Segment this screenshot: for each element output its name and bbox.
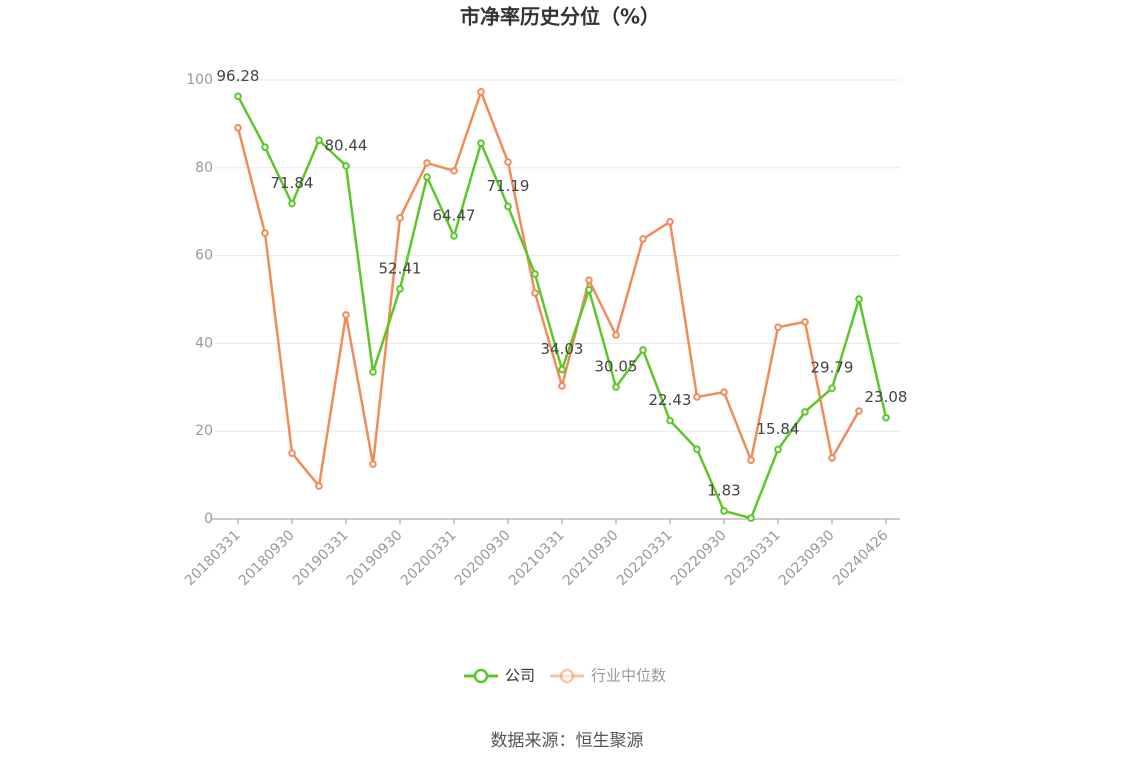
x-tick-label: 20220930 [668, 527, 730, 589]
point [477, 139, 485, 148]
x-tick-label: 20230930 [776, 527, 838, 589]
x-tick-label: 20200930 [452, 527, 514, 589]
point [396, 214, 404, 222]
y-tick-label: 0 [204, 511, 213, 527]
y-tick-label: 40 [195, 335, 213, 351]
point [504, 158, 512, 166]
point [234, 124, 242, 132]
point [585, 286, 593, 294]
data-label: 30.05 [595, 358, 638, 376]
source-note: 数据来源：恒生聚源 [491, 731, 644, 751]
point [315, 482, 323, 490]
point [639, 346, 647, 354]
point [720, 507, 728, 515]
data-label: 22.43 [649, 391, 692, 409]
point [450, 167, 458, 175]
point [747, 514, 755, 522]
point [774, 445, 782, 454]
point [369, 368, 377, 376]
point [450, 232, 458, 240]
chart-title: 市净率历史分位（%） [460, 5, 660, 29]
point [801, 318, 809, 326]
legend-item[interactable]: 行业中位数 [550, 667, 666, 685]
x-tick-label: 20180331 [182, 527, 244, 589]
data-label: 71.19 [487, 177, 530, 195]
legend-marker [473, 668, 489, 684]
point [828, 454, 836, 462]
point [477, 88, 485, 96]
point [801, 408, 809, 416]
point [531, 289, 539, 297]
x-tick-label: 20190930 [344, 527, 406, 589]
point [612, 331, 620, 339]
point [342, 162, 350, 170]
point [261, 229, 269, 238]
y-tick-label: 80 [195, 160, 213, 176]
point [288, 449, 296, 457]
point [855, 407, 863, 415]
series-line [236, 95, 888, 520]
x-tick-label: 20240426 [830, 527, 892, 589]
legend-marker [559, 668, 575, 684]
point [342, 311, 350, 319]
point [693, 393, 701, 401]
point [531, 270, 539, 278]
legend-label: 公司 [505, 667, 535, 685]
x-tick-label: 20190331 [290, 527, 352, 589]
data-label: 15.84 [757, 420, 800, 438]
data-label: 96.28 [217, 67, 260, 85]
point [882, 413, 890, 422]
data-label: 34.03 [541, 340, 584, 358]
point [666, 416, 674, 425]
point [774, 323, 782, 331]
data-label: 52.41 [379, 259, 422, 277]
x-tick-label: 20180930 [236, 527, 298, 589]
point [261, 143, 269, 151]
data-label: 80.44 [325, 136, 368, 154]
x-tick-label: 20200331 [398, 527, 460, 589]
point [504, 202, 512, 211]
x-tick-label: 20210930 [560, 527, 622, 589]
point [855, 295, 863, 303]
point [747, 456, 755, 464]
y-tick-label: 100 [186, 72, 213, 88]
point [558, 382, 566, 390]
point [423, 159, 431, 167]
point [396, 285, 404, 293]
point [369, 460, 377, 468]
y-tick-label: 20 [195, 423, 213, 439]
point [423, 173, 431, 181]
point [639, 235, 647, 243]
series-line [236, 88, 861, 490]
x-tick-label: 20210331 [506, 527, 568, 589]
point [558, 365, 566, 374]
point [234, 92, 242, 101]
point [693, 445, 701, 453]
x-tick-label: 20220331 [614, 527, 676, 589]
point [585, 276, 593, 284]
point [666, 217, 674, 226]
y-tick-label: 60 [195, 248, 213, 264]
point [612, 383, 620, 391]
data-label: 1.83 [707, 481, 740, 499]
data-label: 29.79 [811, 359, 854, 377]
point [288, 199, 296, 208]
data-label: 23.08 [865, 388, 908, 406]
x-tick-label: 20230331 [722, 527, 784, 589]
point [828, 384, 836, 393]
point [720, 388, 728, 396]
data-label: 71.84 [271, 174, 314, 192]
point [315, 136, 323, 144]
legend-label: 行业中位数 [591, 667, 666, 685]
data-label: 64.47 [433, 206, 476, 224]
legend-item[interactable]: 公司 [464, 667, 535, 685]
